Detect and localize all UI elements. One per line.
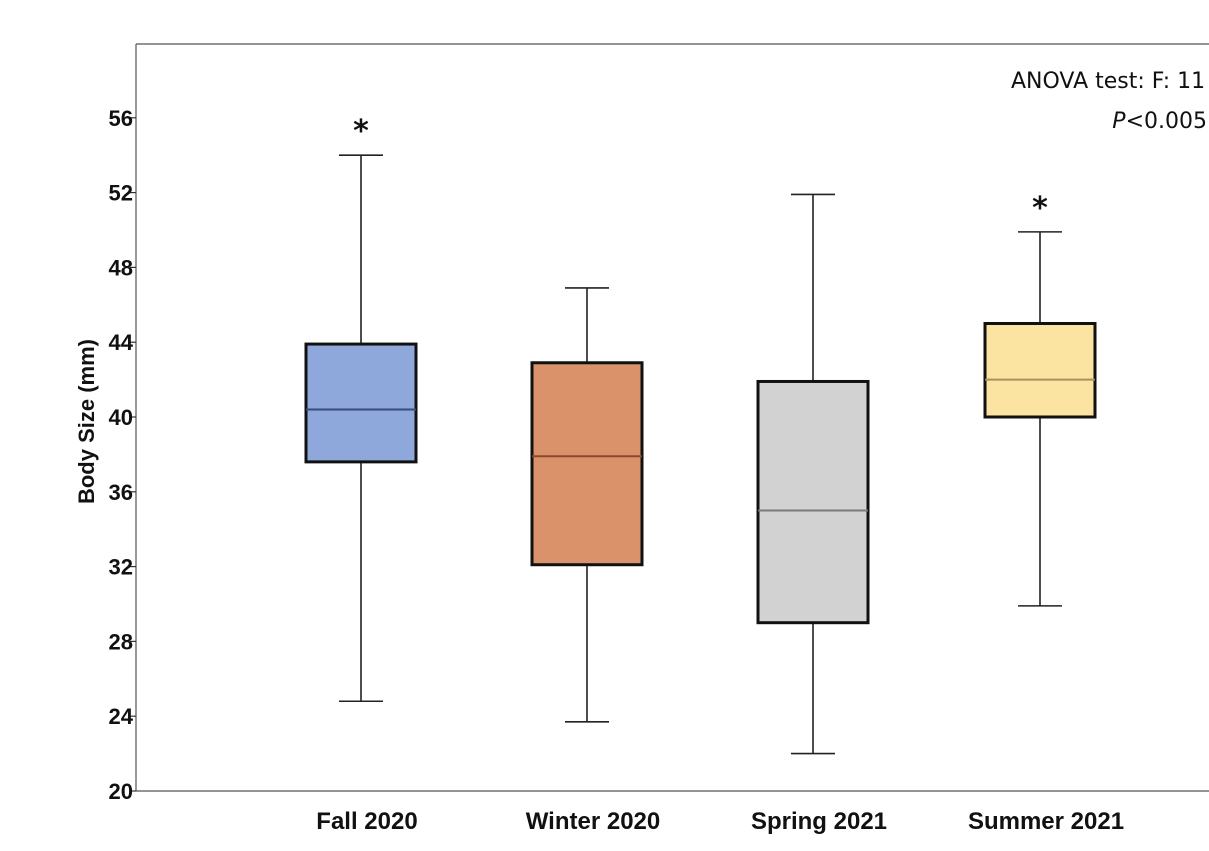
box-summer-2021: * xyxy=(983,191,1097,607)
y-tick-label-56: 56 xyxy=(109,106,133,131)
iqr-box xyxy=(756,379,870,625)
x-label-fall-2020: Fall 2020 xyxy=(316,808,417,835)
box-winter-2020 xyxy=(530,287,644,723)
x-label-spring-2021: Spring 2021 xyxy=(751,808,887,835)
y-tick-label-44: 44 xyxy=(109,330,134,355)
y-tick-label-32: 32 xyxy=(109,555,133,580)
x-label-winter-2020: Winter 2020 xyxy=(526,808,661,835)
iqr-box xyxy=(304,342,418,464)
x-label-summer-2021: Summer 2021 xyxy=(968,808,1124,835)
significance-marker: * xyxy=(353,114,369,149)
box-fall-2020: * xyxy=(304,114,418,703)
box-series: ** xyxy=(304,114,1097,755)
anova-annotation-line2: P<0.005 xyxy=(1112,109,1207,134)
y-tick-label-48: 48 xyxy=(109,255,133,280)
iqr-box xyxy=(983,322,1097,419)
significance-marker: * xyxy=(1032,191,1048,226)
y-axis-title: Body Size (mm) xyxy=(74,339,99,504)
y-tick-label-52: 52 xyxy=(109,181,133,206)
p-italic: P xyxy=(1112,109,1126,134)
y-tick-label-24: 24 xyxy=(109,704,134,729)
anova-annotation-line1: ANOVA test: F: 11 xyxy=(1011,69,1205,94)
y-tick-label-40: 40 xyxy=(109,405,133,430)
y-tick-label-36: 36 xyxy=(109,480,133,505)
p-value: <0.005 xyxy=(1126,109,1207,134)
box-spring-2021 xyxy=(756,193,870,755)
y-axis: 20 24 28 32 36 40 44 48 52 56 xyxy=(109,106,136,804)
y-tick-label-20: 20 xyxy=(109,779,133,804)
y-tick-label-28: 28 xyxy=(109,629,133,654)
iqr-box xyxy=(530,361,644,567)
x-axis-labels: Fall 2020 Winter 2020 Spring 2021 Summer 20… xyxy=(316,808,1124,835)
